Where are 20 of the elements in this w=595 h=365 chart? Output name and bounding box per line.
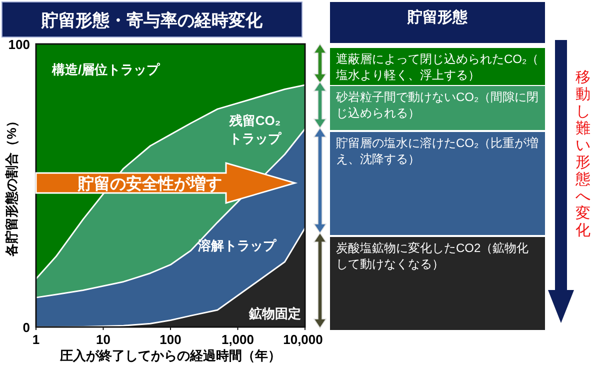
x-axis-title: 圧入が終了してからの経過時間（年） [59, 348, 281, 363]
series-label: 構造/層位トラップ [51, 62, 161, 77]
annotation: 貯留の安全性が増す [77, 174, 222, 193]
text: 貯留層の塩水に溶けたCO₂（比重が増え、沈降する） [336, 136, 539, 166]
x-tick-label: 1 [32, 332, 40, 347]
chart-title: 貯留形態・寄与率の経時変化 [40, 11, 264, 30]
text: 炭酸塩鉱物に変化したCO2（鉱物化して動けなくなる） [336, 241, 529, 271]
y-tick-label: 0 [22, 320, 30, 335]
text: 遮蔽層によって閉じ込められたCO₂（塩水より軽く、浮上する） [335, 52, 539, 82]
x-tick-label: 1,000 [221, 332, 254, 347]
text: 移動し難い形態へ変化 [576, 69, 590, 239]
text: 砂岩粒子間で動けないCO₂（間隙に閉じ込められる） [335, 90, 539, 120]
text: 貯留形態 [406, 9, 468, 26]
series-label: 鉱物固定 [248, 306, 301, 321]
x-tick-label: 10 [96, 332, 110, 347]
x-tick-label: 100 [160, 332, 182, 347]
series-label: 溶解トラップ [197, 238, 277, 253]
x-tick-label: 10,000 [283, 332, 323, 347]
series-label: 残留CO₂トラップ [228, 113, 282, 146]
y-axis-title: 各貯留形態の割合（%） [4, 114, 19, 258]
